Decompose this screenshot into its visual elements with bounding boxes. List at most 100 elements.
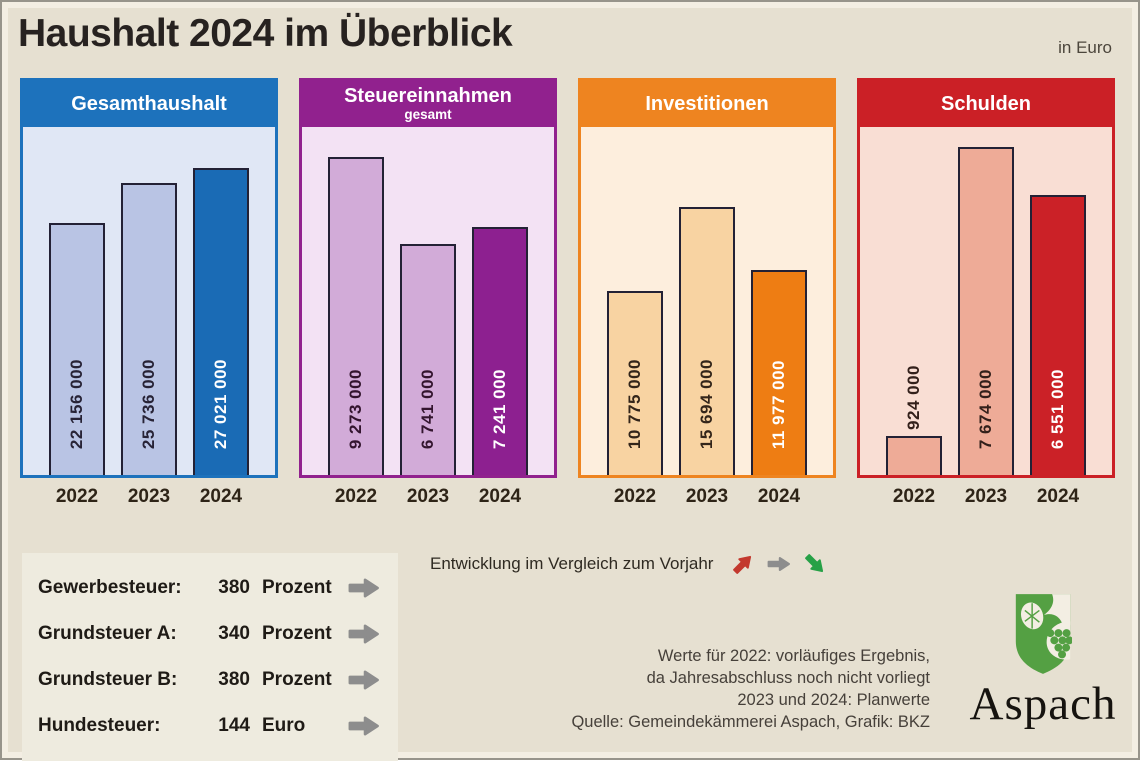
- trend-flat-icon: [348, 624, 379, 644]
- aspach-logo: Aspach: [955, 592, 1131, 728]
- page-title: Haushalt 2024 im Überblick: [18, 12, 513, 55]
- year-label: 2023: [964, 486, 1008, 507]
- tax-label: Grundsteuer B:: [38, 669, 178, 690]
- bar-2024: 11 977 000: [751, 270, 807, 475]
- bar-2022: 22 156 000: [49, 223, 105, 475]
- bar-2023: 6 741 000: [400, 244, 456, 475]
- panel-title: Investitionen: [645, 92, 769, 115]
- year-label: 2024: [199, 486, 243, 507]
- bar-2023: 25 736 000: [121, 183, 177, 475]
- bar-value-label: 10 775 000: [625, 358, 644, 449]
- year-label: 2024: [757, 486, 801, 507]
- trend-flat-icon: [348, 670, 379, 690]
- year-label: 2022: [334, 486, 378, 507]
- tax-row-hundesteuer: Hundesteuer: 144 Euro: [38, 703, 382, 749]
- tax-value: 380: [218, 577, 250, 598]
- bar-2022: 10 775 000: [607, 291, 663, 475]
- bar-2022: 9 273 000: [328, 157, 384, 475]
- tax-unit: Prozent: [262, 669, 332, 690]
- legend-text: Entwicklung im Vergleich zum Vorjahr: [430, 554, 714, 573]
- year-label: 2022: [55, 486, 99, 507]
- panel-title: Schulden: [940, 92, 1031, 115]
- trend-down-icon: [802, 551, 828, 577]
- bar-value-label: 7 241 000: [490, 368, 509, 449]
- tax-value: 340: [218, 623, 250, 644]
- bar-2024: 6 551 000: [1030, 195, 1086, 475]
- tax-row-grundsteuer-b: Grundsteuer B: 380 Prozent: [38, 657, 382, 703]
- bar-value-label: 27 021 000: [211, 358, 230, 449]
- tax-unit: Prozent: [262, 623, 332, 644]
- bar-value-label: 11 977 000: [769, 359, 788, 449]
- bar-value-label: 25 736 000: [139, 358, 158, 449]
- panel-col-investitionen: Investitionen 10 775 000 15 694 000 11 9…: [578, 78, 836, 508]
- bar-2023: 15 694 000: [679, 207, 735, 475]
- tax-row-grundsteuer-a: Grundsteuer A: 340 Prozent: [38, 611, 382, 657]
- bar-value-label: 15 694 000: [697, 358, 716, 449]
- trend-legend: Entwicklung im Vergleich zum Vorjahr: [430, 549, 828, 579]
- bar-value-label: 22 156 000: [67, 358, 86, 449]
- x-axis-labels: 2022 2023 2024: [857, 486, 1115, 508]
- tax-label: Hundesteuer:: [38, 715, 161, 736]
- panel-col-gesamthaushalt: Gesamthaushalt 22 156 000 25 736 000 27 …: [20, 78, 278, 508]
- panel-subtitle: gesamt: [404, 107, 452, 123]
- x-axis-labels: 2022 2023 2024: [578, 486, 836, 508]
- bar-value-label: 924 000: [904, 365, 923, 430]
- trend-up-icon: [730, 551, 756, 577]
- trend-flat-icon: [768, 557, 791, 571]
- panel-investitionen: Investitionen 10 775 000 15 694 000 11 9…: [578, 78, 836, 478]
- footnote-line: da Jahresabschluss noch nicht vorliegt: [646, 669, 930, 687]
- panel-plot-area: 22 156 000 25 736 000 27 021 000: [23, 127, 275, 475]
- footnote-line: Werte für 2022: vorläufiges Ergebnis,: [657, 647, 930, 665]
- infographic-canvas: Haushalt 2024 im Überblick in Euro Gesam…: [8, 8, 1132, 761]
- bar-value-label: 9 273 000: [346, 368, 365, 449]
- tax-label: Grundsteuer A:: [38, 623, 177, 644]
- bar-2023: 7 674 000: [958, 147, 1014, 475]
- bar-2022: 924 000: [886, 365, 942, 475]
- panel-header: Schulden: [860, 81, 1112, 127]
- trend-flat-icon: [348, 716, 379, 736]
- panel-header: Investitionen: [581, 81, 833, 127]
- tax-label: Gewerbesteuer:: [38, 577, 182, 598]
- footnotes: Werte für 2022: vorläufiges Ergebnis, da…: [571, 645, 930, 733]
- tax-row-gewerbesteuer: Gewerbesteuer: 380 Prozent: [38, 565, 382, 611]
- chart-panels: Gesamthaushalt 22 156 000 25 736 000 27 …: [20, 78, 1115, 508]
- year-label: 2023: [127, 486, 171, 507]
- tax-value: 144: [218, 715, 250, 736]
- panel-title: Steuereinnahmen: [344, 85, 512, 108]
- tax-value: 380: [218, 669, 250, 690]
- panel-gesamthaushalt: Gesamthaushalt 22 156 000 25 736 000 27 …: [20, 78, 278, 478]
- trend-flat-icon: [348, 578, 379, 598]
- unit-note: in Euro: [1058, 38, 1112, 57]
- panel-title: Gesamthaushalt: [71, 92, 227, 115]
- logo-wordmark: Aspach: [969, 678, 1117, 730]
- tax-unit: Prozent: [262, 577, 332, 598]
- panel-header: Steuereinnahmen gesamt: [302, 81, 554, 127]
- tax-unit: Euro: [262, 715, 306, 736]
- tax-rates-box: Gewerbesteuer: 380 Prozent Grundsteuer A…: [22, 553, 398, 761]
- year-label: 2022: [613, 486, 657, 507]
- panel-plot-area: 9 273 000 6 741 000 7 241 000: [302, 127, 554, 475]
- year-label: 2022: [892, 486, 936, 507]
- bar-value-label: 6 551 000: [1048, 368, 1067, 449]
- footnote-line: Quelle: Gemeindekämmerei Aspach, Grafik:…: [571, 713, 930, 731]
- aspach-crest-icon: [1015, 594, 1074, 674]
- x-axis-labels: 2022 2023 2024: [20, 486, 278, 508]
- year-label: 2024: [1036, 486, 1080, 507]
- bar-value-label: 6 741 000: [418, 368, 437, 449]
- year-label: 2024: [478, 486, 522, 507]
- panel-steuereinnahmen: Steuereinnahmen gesamt 9 273 000 6 741 0…: [299, 78, 557, 478]
- panel-header: Gesamthaushalt: [23, 81, 275, 127]
- panel-schulden: Schulden 924 000 7 674 000 6 551 000: [857, 78, 1115, 478]
- panel-plot-area: 10 775 000 15 694 000 11 977 000: [581, 127, 833, 475]
- bar-2024: 27 021 000: [193, 168, 249, 475]
- panel-col-schulden: Schulden 924 000 7 674 000 6 551 000 202…: [857, 78, 1115, 508]
- footnote-line: 2023 und 2024: Planwerte: [737, 691, 930, 709]
- bar-value-label: 7 674 000: [976, 368, 995, 449]
- bar-2024: 7 241 000: [472, 227, 528, 475]
- year-label: 2023: [406, 486, 450, 507]
- panel-col-steuereinnahmen: Steuereinnahmen gesamt 9 273 000 6 741 0…: [299, 78, 557, 508]
- panel-plot-area: 924 000 7 674 000 6 551 000: [860, 127, 1112, 475]
- year-label: 2023: [685, 486, 729, 507]
- x-axis-labels: 2022 2023 2024: [299, 486, 557, 508]
